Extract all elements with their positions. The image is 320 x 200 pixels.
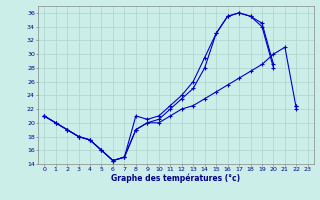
X-axis label: Graphe des températures (°c): Graphe des températures (°c): [111, 174, 241, 183]
